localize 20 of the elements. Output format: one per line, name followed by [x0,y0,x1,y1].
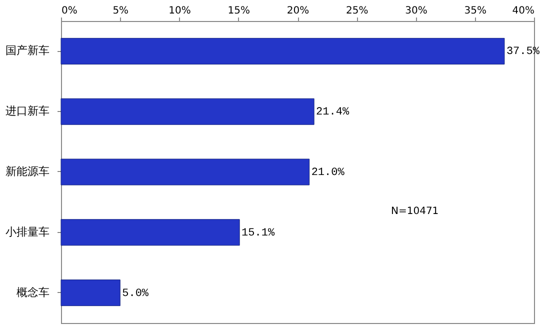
data-label: 21.4% [316,106,350,119]
y-tick-label: 小排量车 [6,225,50,238]
x-tick-label: 5% [112,6,129,16]
x-tick-label: 25% [346,6,368,16]
x-tick-label: 35% [464,6,486,16]
annotation: N=10471 [391,206,439,217]
y-tick-label: 进口新车 [6,104,50,118]
x-tick-label: 15% [228,6,250,16]
x-tick-label: 20% [286,6,310,16]
x-tick-label: 40% [512,6,534,16]
y-tick-label: 概念车 [16,286,50,299]
data-label: 15.1% [242,227,275,240]
data-label: 37.5% [506,46,540,58]
y-tick-label: 国产新车 [6,44,50,58]
y-tick-label: 新能源车 [6,165,50,178]
x-tick-label: 10% [168,6,191,16]
data-label: 5.0% [122,288,149,300]
x-tick-label: 30% [405,6,428,16]
x-tick-label: 0% [62,6,78,16]
data-label: 21.0% [311,167,345,179]
